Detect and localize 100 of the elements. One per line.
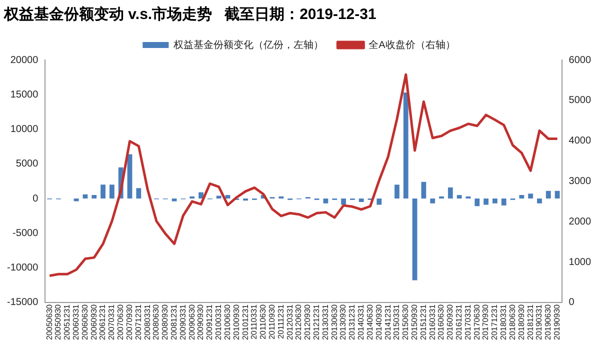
y2-tick-label: 0 xyxy=(568,297,575,308)
x-tick-label: 20120930 xyxy=(303,304,312,340)
bar xyxy=(537,198,542,204)
x-tick-label: 20080331 xyxy=(142,304,152,340)
x-tick-label: 20161231 xyxy=(454,304,464,340)
bar xyxy=(190,196,195,199)
x-tick-label: 20140630 xyxy=(365,304,374,340)
x-tick-label: 20070331 xyxy=(107,304,116,340)
x-tick-label: 20180331 xyxy=(499,304,508,340)
bar xyxy=(136,188,142,199)
bar xyxy=(484,198,488,205)
x-tick-label: 20060630 xyxy=(80,304,90,340)
bar xyxy=(172,198,177,202)
bar xyxy=(492,198,498,204)
bar xyxy=(92,195,97,199)
bar xyxy=(430,198,436,204)
x-tick-label: 20140930 xyxy=(374,304,384,340)
x-tick-label: 20170331 xyxy=(463,304,472,340)
x-tick-label: 20070630 xyxy=(116,304,126,340)
x-tick-label: 20071231 xyxy=(134,304,143,340)
x-tick-label: 20130930 xyxy=(338,304,348,340)
x-tick-label: 20190630 xyxy=(544,304,553,340)
bar xyxy=(216,196,222,199)
bar xyxy=(421,182,426,199)
bar xyxy=(501,198,506,206)
x-tick-label: 20060331 xyxy=(72,304,81,340)
x-tick-label: 20160930 xyxy=(446,304,455,340)
bar xyxy=(358,198,364,202)
x-tick-label: 20110930 xyxy=(267,304,276,340)
x-tick-label: 20050630 xyxy=(44,304,54,340)
x-tick-label: 20091231 xyxy=(205,304,214,340)
x-tick-label: 20130630 xyxy=(330,304,339,340)
bar xyxy=(546,190,551,199)
y2-tick-label: 2000 xyxy=(568,216,592,228)
legend-label: 全A收盘价（右轴） xyxy=(368,38,456,51)
bar xyxy=(448,187,453,199)
y-tick-label: 5000 xyxy=(16,158,39,170)
bar xyxy=(100,184,106,199)
bar xyxy=(394,184,400,199)
x-tick-label: 20061231 xyxy=(98,304,108,340)
x-tick-label: 20100331 xyxy=(214,304,224,340)
bar xyxy=(278,196,284,199)
x-tick-label: 20110331 xyxy=(250,304,259,340)
x-tick-label: 20170630 xyxy=(472,304,482,340)
x-tick-label: 20110630 xyxy=(258,304,268,340)
x-tick-label: 20180630 xyxy=(508,304,517,340)
bar xyxy=(376,198,382,205)
bar xyxy=(554,190,560,199)
x-tick-label: 20180930 xyxy=(516,304,526,340)
x-tick-label: 20160331 xyxy=(428,304,437,340)
y-tick-label: -10000 xyxy=(6,262,39,274)
x-tick-label: 20170930 xyxy=(481,304,490,340)
bar xyxy=(323,198,328,204)
bar xyxy=(74,198,79,202)
y2-tick-label: 1000 xyxy=(568,256,592,268)
y-tick-label: 0 xyxy=(32,193,39,204)
x-tick-label: 20080930 xyxy=(160,304,170,340)
x-tick-label: 20090630 xyxy=(187,304,196,340)
x-tick-label: 20120630 xyxy=(294,304,304,340)
x-tick-label: 20100630 xyxy=(222,304,232,340)
x-tick-label: 20141231 xyxy=(383,304,392,340)
x-tick-label: 20070930 xyxy=(124,304,134,340)
x-tick-label: 20181231 xyxy=(526,304,535,340)
x-tick-label: 20150930 xyxy=(410,304,419,340)
chart-title: 权益基金份额变动 v.s.市场走势 截至日期：2019-12-31 xyxy=(3,5,376,24)
x-tick-label: 20060930 xyxy=(89,304,98,340)
y-tick-label: 10000 xyxy=(10,124,39,136)
bar xyxy=(474,198,480,206)
x-tick-label: 20051231 xyxy=(62,304,72,340)
legend-label: 权益基金份额变化（亿份，左轴） xyxy=(172,38,324,51)
y-tick-label: 15000 xyxy=(10,89,39,100)
x-tick-label: 20131231 xyxy=(348,304,357,340)
x-tick-label: 20080630 xyxy=(152,304,161,340)
x-tick-label: 20111231 xyxy=(276,304,286,339)
x-tick-label: 20171231 xyxy=(490,304,500,340)
x-tick-label: 20101231 xyxy=(240,304,250,340)
bar xyxy=(519,195,524,199)
y2-tick-label: 6000 xyxy=(568,54,592,66)
bar xyxy=(528,194,534,199)
x-tick-label: 20140331 xyxy=(356,304,366,340)
x-tick-label: 20130331 xyxy=(320,304,330,340)
bar xyxy=(127,154,132,199)
x-tick-label: 20120331 xyxy=(285,304,294,340)
x-tick-label: 20121231 xyxy=(312,304,322,340)
x-tick-label: 20150331 xyxy=(392,304,402,340)
y-tick-label: 20000 xyxy=(10,54,39,66)
bar xyxy=(341,198,346,205)
y2-tick-label: 5000 xyxy=(568,95,592,106)
bar xyxy=(456,195,462,199)
x-tick-label: 20050930 xyxy=(54,304,63,340)
bar xyxy=(198,192,204,199)
y-tick-label: -5000 xyxy=(12,228,39,239)
bar xyxy=(109,184,114,199)
bar xyxy=(403,92,408,199)
bar xyxy=(225,195,230,199)
x-tick-label: 20190930 xyxy=(552,304,562,340)
y2-tick-label: 4000 xyxy=(568,136,592,147)
x-tick-label: 20090930 xyxy=(196,304,206,340)
bar xyxy=(412,198,418,280)
x-tick-label: 20081231 xyxy=(169,304,178,340)
